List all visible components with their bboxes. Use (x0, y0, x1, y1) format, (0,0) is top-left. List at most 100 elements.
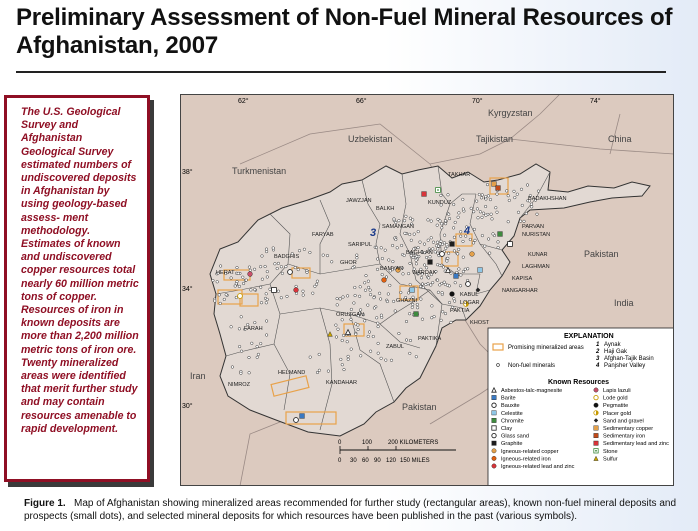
province-label-herat: HERAT (216, 270, 235, 276)
mineral-dot (229, 276, 233, 280)
known-resource-symbol (463, 301, 469, 307)
mineral-dot (340, 318, 344, 322)
mineral-dot (346, 357, 350, 361)
mineral-dot (385, 299, 389, 304)
legend-known-item: Igneous-related lead and zinc (501, 464, 575, 470)
mineral-dot (441, 265, 445, 269)
province-label-oruzgan: ORUZGAN (336, 312, 364, 318)
mineral-dot (355, 253, 359, 257)
mineral-dot (409, 254, 413, 258)
mineral-dot (436, 290, 440, 294)
mineral-dot (400, 266, 404, 270)
known-resource-symbol (477, 267, 483, 273)
mineral-dot (409, 238, 413, 242)
legend-symbol (491, 402, 497, 408)
mineral-dot (315, 370, 320, 375)
mineral-dot (349, 317, 353, 322)
mineral-dot (496, 240, 500, 244)
known-resource-symbol (453, 273, 459, 279)
mineral-dot (341, 295, 345, 299)
mineral-dot (259, 301, 264, 305)
legend-area-name: Aynak (604, 342, 622, 348)
mineral-dot (255, 345, 259, 349)
province-label-balkh: BALKH (376, 206, 394, 212)
mineral-dot (253, 288, 257, 292)
mineral-dot (463, 267, 467, 271)
mineral-dot (452, 202, 456, 207)
mineral-dot (351, 266, 355, 270)
mineral-dot (273, 262, 277, 266)
mineral-dot (354, 332, 358, 336)
mineral-dot (445, 283, 450, 287)
mineral-dot (408, 351, 412, 355)
legend-known-item: Igneous-related copper (501, 449, 559, 455)
mineral-dot (317, 368, 321, 372)
mineral-dots (211, 183, 541, 375)
mineral-dot (530, 205, 534, 209)
mineral-dot (387, 258, 391, 262)
mineral-dot (490, 217, 494, 221)
known-resource-symbol (293, 287, 299, 293)
known-resource-symbol (293, 417, 299, 423)
country-label-pakistan-south: Pakistan (402, 402, 437, 412)
mineral-dot (435, 240, 440, 244)
scale-mi-0: 0 (338, 458, 342, 464)
mineral-dot (423, 251, 427, 255)
mineral-dot (491, 232, 495, 236)
mineral-dot (443, 219, 448, 223)
mineral-dot (334, 323, 338, 327)
mineral-dot (276, 289, 280, 293)
mineral-dot (338, 297, 342, 301)
legend-title: EXPLANATION (564, 333, 614, 340)
mineral-dot (495, 210, 499, 214)
legend-area-number: 2 (595, 349, 600, 355)
legend-symbol (593, 448, 599, 454)
mineral-dot (265, 270, 269, 274)
mineral-dot (301, 289, 305, 293)
country-label-india: India (614, 298, 634, 308)
mineral-dot (330, 260, 334, 264)
mineral-dot (349, 347, 353, 351)
scale-mi-90: 90 (374, 458, 381, 464)
province-label-kabul: KABUL (460, 292, 478, 298)
legend-promising: Promising mineralized areas (508, 345, 584, 351)
mineral-dot (364, 274, 368, 278)
mineral-dot (427, 276, 431, 280)
mineral-dot (358, 294, 362, 298)
legend-known-item: Celestite (501, 411, 523, 417)
mineral-dot (276, 261, 280, 265)
mineral-dot (447, 301, 452, 305)
mineral-dot (264, 247, 269, 251)
mineral-dot (211, 278, 215, 283)
mineral-dot (346, 294, 350, 298)
known-resource-symbol (409, 287, 415, 293)
mineral-dot (468, 237, 472, 242)
mineral-dot (458, 284, 463, 288)
mineral-dot (480, 215, 484, 219)
mineral-dot (436, 247, 440, 251)
mineral-dot (399, 290, 403, 295)
lon-label-66: 66° (356, 97, 367, 105)
mineral-dot (447, 217, 452, 221)
mineral-dot (452, 226, 456, 230)
mineral-dot (512, 189, 516, 193)
scale-mi-120: 120 (386, 458, 397, 464)
mineral-dot (235, 280, 239, 284)
legend-symbol (491, 418, 497, 423)
known-resource-symbol (287, 269, 293, 275)
legend-known-item: Stone (603, 449, 618, 455)
legend-area-number: 1 (596, 342, 600, 348)
mineral-dot (407, 291, 411, 295)
mineral-dot (290, 252, 294, 256)
mineral-dot (375, 267, 380, 271)
mineral-dot (302, 247, 306, 251)
mineral-dot (423, 263, 427, 267)
mineral-dot (420, 250, 424, 254)
known-resource-symbol (344, 328, 352, 335)
legend-symbol (491, 395, 497, 400)
mineral-dot (476, 216, 480, 220)
province-label-zabul: ZABUL (386, 344, 404, 350)
mineral-dot (376, 321, 380, 325)
mineral-dot (431, 240, 436, 244)
mineral-dot (253, 267, 257, 271)
